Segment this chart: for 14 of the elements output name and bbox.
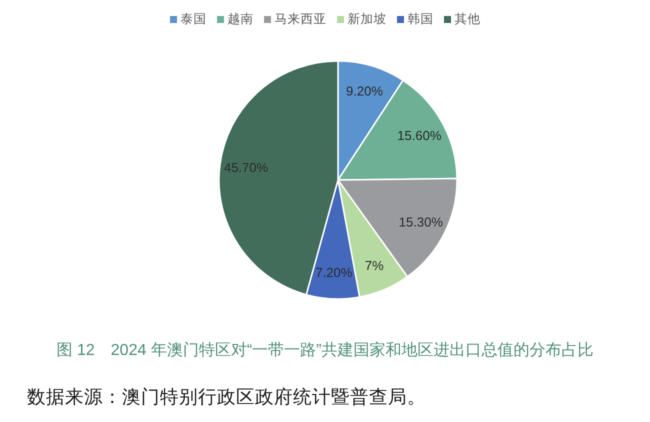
data-label: 15.30% xyxy=(398,214,444,230)
legend-label: 韩国 xyxy=(408,12,434,26)
data-label: 45.70% xyxy=(224,160,269,175)
data-label: 7.20% xyxy=(315,265,353,280)
caption: 图 12 2024 年澳门特区对“一带一路”共建国家和地区进出口总值的分布占比 xyxy=(56,340,594,361)
legend-label: 其他 xyxy=(454,12,480,26)
data-label: 15.60% xyxy=(397,128,442,143)
legend-label: 越南 xyxy=(228,12,254,26)
legend-label: 泰国 xyxy=(180,12,206,26)
legend-label: 新加坡 xyxy=(348,12,386,26)
data-label: 7% xyxy=(364,258,384,273)
data-label: 9.20% xyxy=(346,84,384,99)
legend-label: 马来西亚 xyxy=(274,12,326,26)
source-note: 数据来源：澳门特别行政区政府统计暨普查局。 xyxy=(27,385,426,409)
